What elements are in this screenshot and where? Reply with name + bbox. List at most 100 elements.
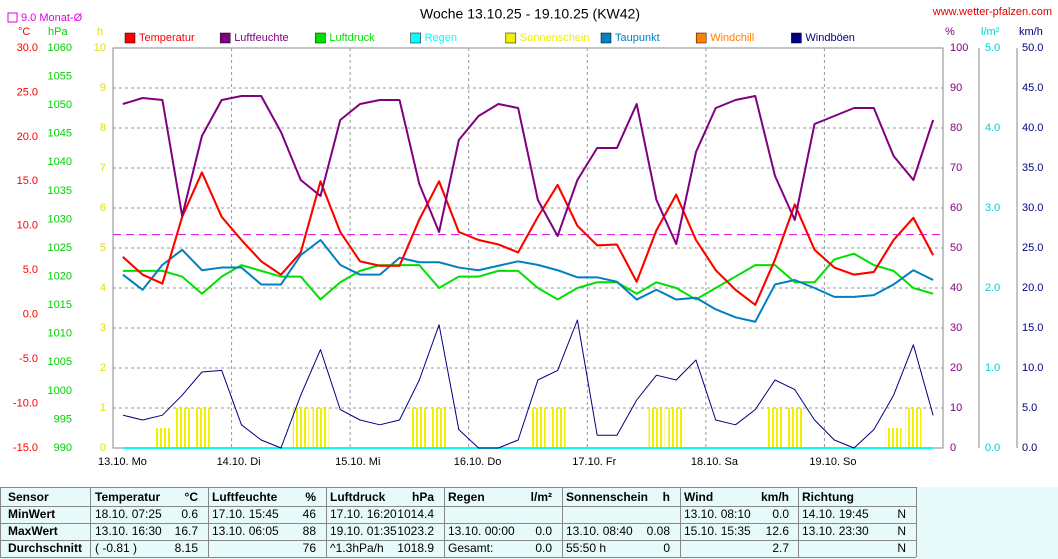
tick-label: 20.0 (17, 131, 38, 143)
tick-label: 80 (950, 122, 962, 134)
table-cell: 0.08 (647, 524, 671, 538)
table-cell: 46 (303, 507, 317, 521)
table-header-cell: Luftfeuchte (212, 490, 278, 504)
tick-label: 30.0 (17, 42, 38, 54)
axis-unit: h (97, 26, 103, 38)
sun-bar (174, 408, 191, 448)
tick-label: 0 (950, 442, 956, 454)
table-header-cell: Richtung (802, 490, 854, 504)
tick-label: 5 (100, 242, 106, 254)
tick-label: 0.0 (23, 309, 38, 321)
table-header-cell: l/m² (531, 490, 552, 504)
tick-label: 1025 (48, 242, 72, 254)
legend-label: Windböen (805, 32, 855, 44)
axis-unit: hPa (48, 26, 68, 38)
sun-bar (668, 408, 685, 448)
table-header-cell: Temperatur (95, 490, 160, 504)
tick-label: 6 (100, 202, 106, 214)
tick-label: 10.0 (17, 220, 38, 232)
tick-label: 40.0 (1022, 122, 1043, 134)
tick-label: 1005 (48, 356, 72, 368)
legend-swatch (600, 32, 612, 44)
tick-label: 20.0 (1022, 282, 1043, 294)
table-header-cell: % (305, 490, 316, 504)
sun-bar (529, 408, 546, 448)
x-tick-label: 19.10. So (809, 456, 856, 468)
series-line (122, 95, 935, 245)
tick-label: 3 (100, 322, 106, 334)
legend-label: Sonnenschein (520, 32, 590, 44)
legend-swatch (695, 32, 707, 44)
table-cell: 13.10. 08:10 (684, 507, 751, 521)
sun-bar (154, 428, 171, 448)
tick-label: -5.0 (19, 353, 38, 365)
table-header-cell: h (663, 490, 670, 504)
sun-bar (905, 408, 922, 448)
table-cell: 1014.4 (397, 507, 434, 521)
table-cell: 1023.2 (397, 524, 434, 538)
chart-title: Woche 13.10.25 - 19.10.25 (KW42) (420, 6, 640, 22)
table-cell: N (897, 507, 906, 521)
tick-label: 1015 (48, 299, 72, 311)
tick-label: 1020 (48, 270, 72, 282)
legend-label: Luftdruck (329, 32, 375, 44)
table-cell: 88 (303, 524, 317, 538)
tick-label: 0.0 (985, 442, 1000, 454)
tick-label: -10.0 (13, 397, 38, 409)
tick-label: 50 (950, 242, 962, 254)
tick-label: 60 (950, 202, 962, 214)
table-cell: 16.7 (175, 524, 199, 538)
stats-table: Sensor Temperatur °C Luftfeuchte% Luftdruck h… (0, 487, 1058, 559)
table-header-cell: Wind (684, 490, 713, 504)
tick-label: 8 (100, 122, 106, 134)
tick-label: 1 (100, 402, 106, 414)
table-cell: Gesamt: (448, 541, 493, 555)
tick-label: 995 (54, 413, 72, 425)
tick-label: 5.0 (23, 264, 38, 276)
tick-label: 90 (950, 82, 962, 94)
tick-label: 15.0 (1022, 322, 1043, 334)
table-header-cell: °C (185, 490, 199, 504)
table-header-cell: Regen (448, 490, 485, 504)
series-line (122, 239, 934, 323)
tick-label: 25.0 (17, 86, 38, 98)
sun-bar (194, 408, 210, 448)
table-cell: ( -0.81 ) (95, 541, 137, 555)
legend-swatch (315, 32, 326, 44)
monthly-average-key (7, 12, 18, 23)
tick-label: 990 (54, 442, 72, 454)
table-header-cell: Sonnenschein (566, 490, 648, 504)
tick-label: 1055 (48, 70, 72, 82)
table-cell: 0.0 (772, 507, 789, 521)
legend-swatch (410, 32, 421, 44)
table-header-cell: MinWert (8, 507, 55, 521)
table-header-cell: hPa (412, 490, 434, 504)
table-cell: 18.10. 07:25 (95, 507, 162, 521)
table-cell: N (897, 524, 906, 538)
table-cell: ^1.3hPa/h (330, 541, 384, 555)
sun-bar (767, 408, 783, 448)
table-header-cell: Durchschnitt (8, 541, 82, 555)
legend-label: Regen (425, 32, 457, 44)
sun-bar (411, 408, 428, 448)
legend-label: Temperatur (139, 32, 195, 44)
series-line (122, 319, 934, 449)
tick-label: 0.0 (1022, 442, 1037, 454)
x-tick-label: 14.10. Di (217, 456, 261, 468)
sun-bar (431, 408, 447, 448)
sun-bar (786, 408, 803, 448)
table-cell: 8.15 (175, 541, 199, 555)
axis-unit: % (945, 26, 955, 38)
tick-label: 20 (950, 362, 962, 374)
table-cell: 13.10. 16:30 (95, 524, 162, 538)
tick-label: 1045 (48, 128, 72, 140)
tick-label: 10 (94, 42, 106, 54)
tick-label: 10.0 (1022, 362, 1043, 374)
tick-label: 1000 (48, 385, 72, 397)
tick-label: 7 (100, 162, 106, 174)
table-cell: 13.10. 00:00 (448, 524, 515, 538)
tick-label: 4 (100, 282, 106, 294)
x-tick-label: 13.10. Mo (98, 456, 147, 468)
legend-swatch (505, 32, 517, 44)
